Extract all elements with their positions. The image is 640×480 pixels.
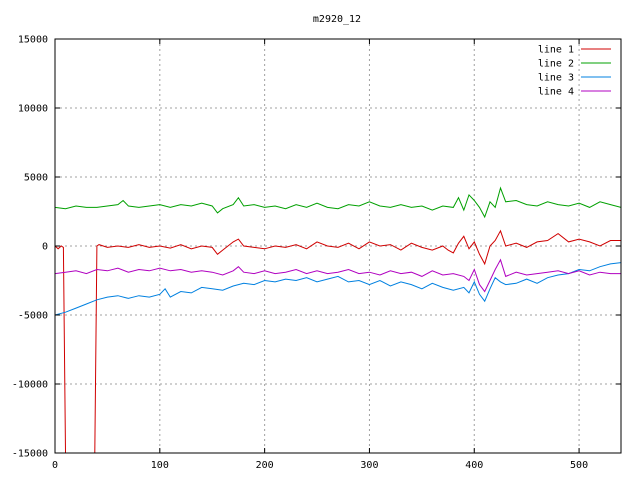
x-tick-label: 400 <box>465 460 483 471</box>
grid-lines <box>55 39 621 453</box>
y-tick-label: 0 <box>42 242 48 253</box>
x-tick-label: 100 <box>151 460 169 471</box>
y-tick-label: -5000 <box>18 311 48 322</box>
legend-label-3: line 3 <box>538 73 574 84</box>
y-tick-label: -15000 <box>12 449 48 460</box>
y-tick-label: -10000 <box>12 380 48 391</box>
legend-label-1: line 1 <box>538 45 574 56</box>
x-tick-label: 200 <box>256 460 274 471</box>
series-line-1 <box>55 229 621 453</box>
y-tick-label: 15000 <box>18 35 48 46</box>
legend-label-2: line 2 <box>538 59 574 70</box>
x-tick-label: 0 <box>52 460 58 471</box>
x-tick-label: 500 <box>570 460 588 471</box>
legend-label-4: line 4 <box>538 87 574 98</box>
series-line-4 <box>55 258 621 293</box>
series-line-3 <box>55 262 621 316</box>
legend: line 1 line 2 line 3 line 4 <box>538 45 611 98</box>
chart-title: m2920_12 <box>313 14 361 25</box>
y-tick-label: 10000 <box>18 104 48 115</box>
y-tick-label: 5000 <box>24 173 48 184</box>
x-tick-label: 300 <box>360 460 378 471</box>
series-line-2 <box>55 186 621 219</box>
axis-ticks: -15000 -10000 -5000 0 5000 10000 15000 0 100 200 3… <box>12 35 621 471</box>
series-layer <box>55 186 621 453</box>
